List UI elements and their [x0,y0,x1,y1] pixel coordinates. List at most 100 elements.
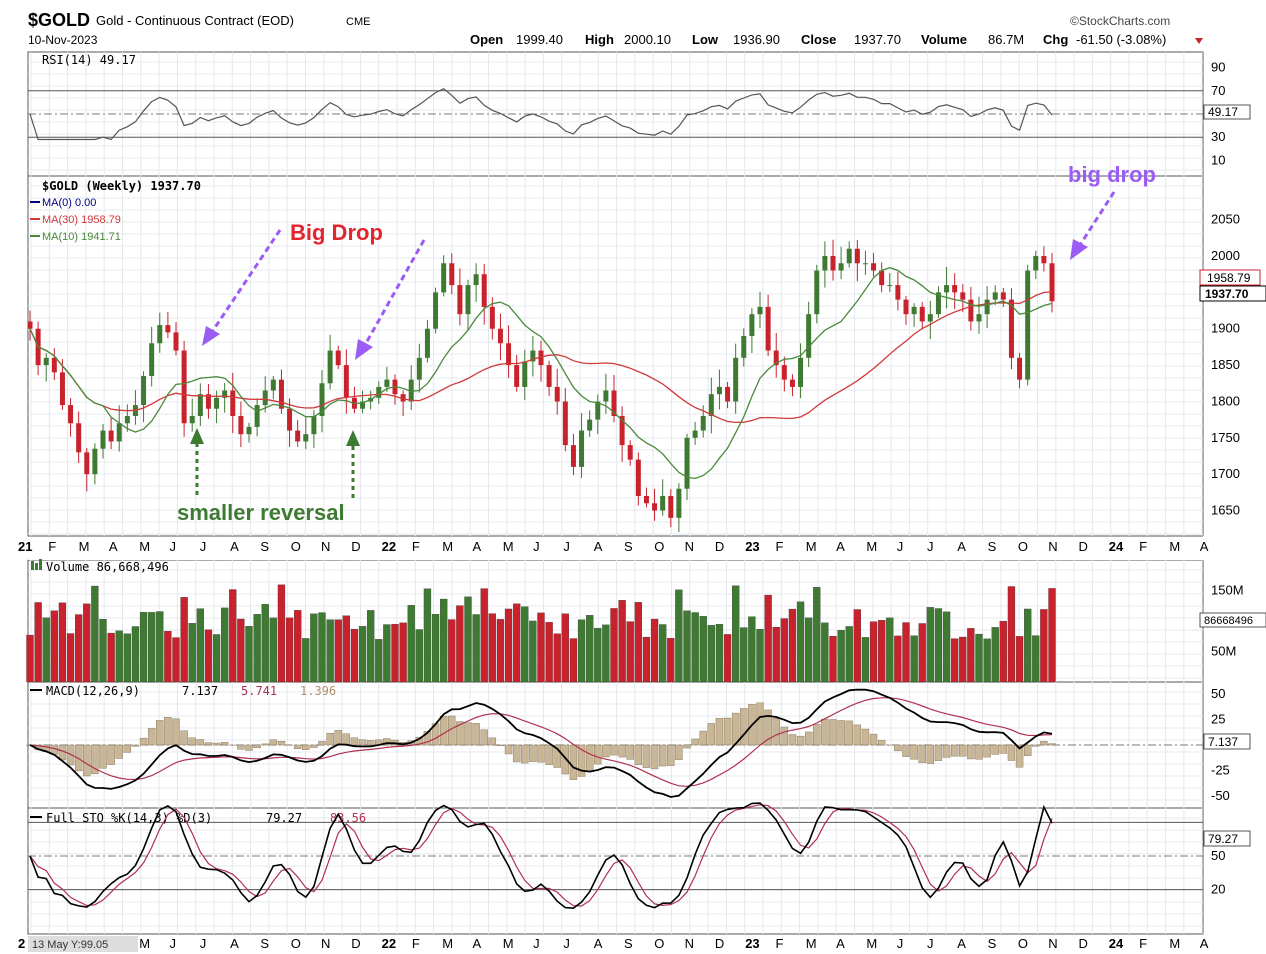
macd-hist-bar [602,744,610,758]
candle-body [246,426,252,435]
x-tick-label-bottom: J [170,936,177,951]
candle-body [976,314,982,322]
volume-bar [934,608,943,683]
macd-tick: 25 [1211,712,1225,727]
x-tick-label-bottom: M [866,936,877,951]
candle-body [1041,256,1047,264]
volume-bar [545,622,553,683]
x-tick-label: F [48,539,56,554]
macd-hist-bar [496,744,505,746]
volume-bar [805,617,813,683]
x-tick-label-bottom: O [654,936,664,951]
candle-body [603,390,609,402]
sto-series [29,802,1053,910]
x-tick-label: F [412,539,420,554]
candle-body [124,416,130,424]
x-tick-label-bottom: O [1018,936,1028,951]
macd-hist-bar [853,724,862,746]
volume-bar [212,634,221,683]
candle-body [68,405,74,424]
macd-hist-bar [172,718,180,746]
candle-body [846,248,852,264]
macd-hist-bar [991,744,999,755]
volume-bar [204,629,213,683]
volume-bar [1048,588,1056,683]
exchange-label: CME [346,16,370,28]
macd-hist-bar [212,742,221,746]
macd-hist-bar [123,744,132,753]
candle-body [1033,256,1039,271]
x-tick-label: A [836,539,845,554]
volume-bar [131,626,140,683]
candle-body [944,285,950,293]
x-tick-label: M [139,539,150,554]
candle-body [165,325,171,333]
x-tick-label-bottom: S [988,936,997,951]
macd-hist-bar [553,744,561,768]
volume-bar [188,623,196,683]
macd-hist-bar [756,702,764,746]
candle-body [895,285,901,300]
panel-frame-4 [27,807,1204,935]
candle-body [376,386,382,398]
x-tick-label-bottom: 23 [745,936,759,951]
macd-hist-bar [204,742,213,746]
x-tick-label-bottom: A [594,936,603,951]
volume-bar [50,610,58,683]
volume-bar [991,627,999,683]
macd-hist-bar [456,721,464,746]
volume-bar [302,638,310,683]
macd-hist-bar [740,708,748,746]
grid-lines [28,52,1203,934]
volume-bar [472,614,480,683]
candle-body [59,372,65,406]
macd-hist-bar [91,744,99,775]
x-tick-label: 21 [18,539,32,554]
macd-hist-bar [253,744,261,749]
macd-hist-bar [521,744,529,764]
macd-series [26,688,1056,798]
volume-bar [504,608,513,683]
candle-body [1049,263,1055,302]
x-tick-label-bottom: 2 [18,936,25,951]
watermark: ©StockCharts.com [1070,14,1170,28]
macd-hist-bar [1048,743,1056,746]
candle-body [222,390,228,398]
candle-body [749,314,755,336]
candle-body [197,394,203,416]
macd-hist-bar [983,744,991,758]
macd-hist-bar [196,739,205,746]
volume-bar [423,588,432,683]
close-tag: 1937.70 [1205,287,1249,301]
macd-hist-bar [1040,741,1048,746]
volume-bar [618,600,626,683]
volume-bar [58,602,67,683]
arrow-1-head [202,326,220,346]
x-tick-label: S [988,539,997,554]
candle-body [1025,270,1031,380]
volume-bar [391,623,399,683]
candle-body [189,416,195,424]
candle-body [911,306,917,315]
x-tick-label: M [806,539,817,554]
macd-hist-bar [861,728,870,746]
volume-bar [983,638,991,683]
volume-label: Volume [921,32,967,47]
candle-body [725,386,731,402]
macd-hist-bar [423,731,432,746]
macd-hist-bar [683,744,691,749]
volume-bar [326,619,334,683]
candle-body [27,321,33,329]
volume-bar [886,617,894,683]
x-tick-label: O [291,539,301,554]
x-tick-label-bottom: D [1079,936,1088,951]
macd-tick: -50 [1211,788,1230,803]
close-label: Close [801,32,836,47]
macd-hist-bar [585,744,594,772]
macd-hist-bar [577,744,586,777]
candle-body [489,306,495,329]
high-value: 2000.10 [624,32,671,47]
macd-line [29,688,1053,798]
x-tick-label: M [442,539,453,554]
macd-hist-bar [999,744,1008,754]
